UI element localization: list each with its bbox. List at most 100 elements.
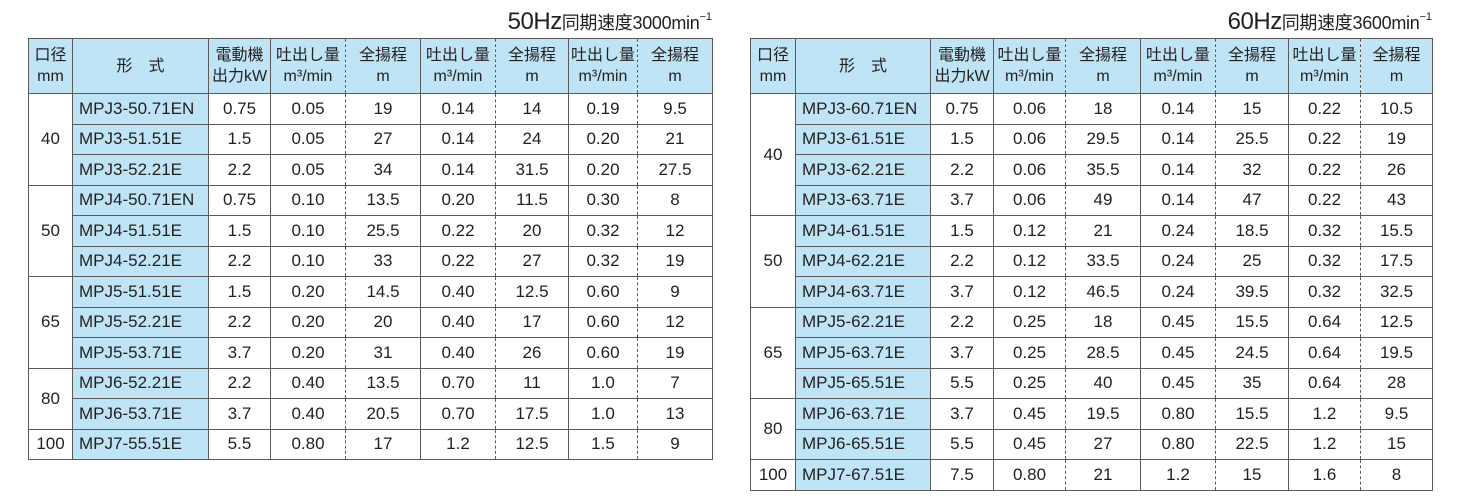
motor-output-cell: 2.2: [208, 306, 271, 338]
total-head-cell: 9: [637, 276, 713, 308]
header-line-2: 出力kW: [934, 68, 990, 85]
flow-rate-cell: 0.22: [420, 215, 496, 247]
header-line-2: m³/min: [1300, 68, 1349, 85]
flow-rate-cell: 0.40: [420, 337, 496, 369]
model-cell: MPJ7-67.51E: [795, 459, 931, 491]
motor-output-cell: 3.7: [208, 337, 271, 369]
total-head-cell: 20.5: [345, 398, 421, 430]
model-cell: MPJ4-51.51E: [72, 215, 209, 247]
flow-rate-cell: 0.14: [1140, 184, 1216, 216]
table-row: 40 MPJ3-60.71EN 0.75 0.06 18 0.14 15 0.22 10.5: [750, 93, 1433, 216]
header-model: 形 式: [72, 38, 209, 94]
flow-rate-cell: 0.14: [420, 154, 496, 186]
flow-rate-cell: 0.80: [1140, 398, 1216, 430]
table-row: 100 MPJ7-55.51E 5.5 0.80 17 1.2 12.5 1.5 9: [28, 428, 713, 460]
total-head-cell: 28.5: [1065, 337, 1141, 369]
total-head-cell: 24: [495, 123, 569, 155]
header-line-2: 出力kW: [211, 68, 268, 85]
header-total-head: 全揚程 m: [637, 38, 713, 94]
flow-rate-cell: 1.6: [1288, 459, 1361, 491]
header-line-2: m³/min: [283, 68, 333, 85]
motor-output-cell: 1.5: [208, 276, 271, 308]
total-head-cell: 7: [637, 367, 713, 399]
total-head-cell: 21: [1065, 215, 1141, 247]
table-row: 65 MPJ5-51.51E 1.5 0.20 14.5 0.40 12.5 0.60 9: [28, 276, 713, 369]
flow-rate-cell: 0.45: [993, 428, 1066, 460]
total-head-cell: 9.5: [1360, 398, 1433, 430]
table-row: MPJ5-63.71E 3.7 0.25 28.5 0.45 24.5 0.64 19.5: [751, 337, 1433, 369]
header-total-head: 全揚程 m: [1065, 38, 1141, 94]
header-flow-rate: 吐出し量 m³/min: [568, 38, 638, 94]
header-flow-rate: 吐出し量 m³/min: [1140, 38, 1216, 94]
table-row: MPJ3-63.71E 3.7 0.06 49 0.14 47 0.22 43: [751, 184, 1433, 216]
title-50hz: 50Hz同期速度3000min−1: [508, 8, 712, 36]
flow-rate-cell: 0.19: [568, 93, 638, 125]
motor-output-cell: 3.7: [208, 398, 271, 430]
total-head-cell: 33: [345, 245, 421, 277]
total-head-cell: 47: [1215, 184, 1289, 216]
model-cell: MPJ4-61.51E: [795, 215, 931, 247]
total-head-cell: 26: [1360, 154, 1433, 186]
title-speed: 同期速度3600min: [1281, 13, 1420, 33]
header-line-2: m: [1096, 68, 1110, 85]
total-head-cell: 28: [1360, 367, 1433, 399]
flow-rate-cell: 0.14: [420, 123, 496, 155]
diameter-cell: 80: [750, 398, 796, 460]
flow-rate-cell: 1.0: [568, 398, 638, 430]
flow-rate-cell: 0.06: [993, 93, 1066, 125]
header-line-2: m: [668, 68, 682, 85]
flow-rate-cell: 0.70: [420, 398, 496, 430]
flow-rate-cell: 0.45: [993, 398, 1066, 430]
diameter-cell: 40: [28, 93, 73, 186]
header-line-2: m: [376, 68, 390, 85]
title-speed: 同期速度3000min: [561, 13, 700, 33]
table-row: MPJ3-51.51E 1.5 0.05 27 0.14 24 0.20 21: [29, 123, 713, 155]
flow-rate-cell: 0.80: [993, 459, 1066, 491]
total-head-cell: 46.5: [1065, 276, 1141, 308]
table-row: 40 MPJ3-50.71EN 0.75 0.05 19 0.14 14 0.19 9.5: [28, 93, 713, 186]
table-row: MPJ3-62.21E 2.2 0.06 35.5 0.14 32 0.22 26: [751, 154, 1433, 186]
model-cell: MPJ4-62.21E: [795, 245, 931, 277]
motor-output-cell: 2.2: [930, 154, 994, 186]
flow-rate-cell: 0.20: [270, 337, 346, 369]
table-row: 100 MPJ7-67.51E 7.5 0.80 21 1.2 15 1.6 8: [750, 459, 1433, 491]
total-head-cell: 35.5: [1065, 154, 1141, 186]
title-60hz: 60Hz同期速度3600min−1: [1228, 8, 1432, 36]
model-cell: MPJ4-52.21E: [72, 245, 209, 277]
total-head-cell: 21: [1065, 459, 1141, 491]
flow-rate-cell: 0.25: [993, 367, 1066, 399]
header-total-head: 全揚程 m: [1360, 38, 1433, 94]
flow-rate-cell: 0.25: [993, 337, 1066, 369]
total-head-cell: 14: [495, 93, 569, 125]
header-line-2: m³/min: [578, 68, 628, 85]
flow-rate-cell: 0.12: [993, 215, 1066, 247]
total-head-cell: 12.5: [495, 276, 569, 308]
flow-rate-cell: 0.14: [1140, 93, 1216, 125]
total-head-cell: 18: [1065, 306, 1141, 338]
total-head-cell: 25.5: [345, 215, 421, 247]
motor-output-cell: 7.5: [930, 459, 994, 491]
flow-rate-cell: 0.40: [420, 306, 496, 338]
flow-rate-cell: 0.80: [270, 428, 346, 460]
motor-output-cell: 5.5: [208, 428, 271, 460]
total-head-cell: 15: [1360, 428, 1433, 460]
title-exponent: −1: [699, 11, 712, 23]
flow-rate-cell: 0.24: [1140, 215, 1216, 247]
model-cell: MPJ4-50.71EN: [72, 184, 209, 216]
total-head-cell: 13.5: [345, 184, 421, 216]
motor-output-cell: 1.5: [208, 123, 271, 155]
header-line-1: 吐出し量: [1145, 47, 1210, 64]
flow-rate-cell: 0.05: [270, 93, 346, 125]
motor-output-cell: 2.2: [930, 306, 994, 338]
model-cell: MPJ3-60.71EN: [795, 93, 931, 125]
model-cell: MPJ6-65.51E: [795, 428, 931, 460]
table-row: MPJ4-63.71E 3.7 0.12 46.5 0.24 39.5 0.32 32.5: [751, 276, 1433, 308]
total-head-cell: 27.5: [637, 154, 713, 186]
total-head-cell: 11.5: [495, 184, 569, 216]
model-cell: MPJ3-62.21E: [795, 154, 931, 186]
header-line-2: m³/min: [1005, 68, 1054, 85]
total-head-cell: 15: [1215, 93, 1289, 125]
table-row: MPJ4-62.21E 2.2 0.12 33.5 0.24 25 0.32 17.5: [751, 245, 1433, 277]
motor-output-cell: 2.2: [930, 245, 994, 277]
model-cell: MPJ5-62.21E: [795, 306, 931, 338]
